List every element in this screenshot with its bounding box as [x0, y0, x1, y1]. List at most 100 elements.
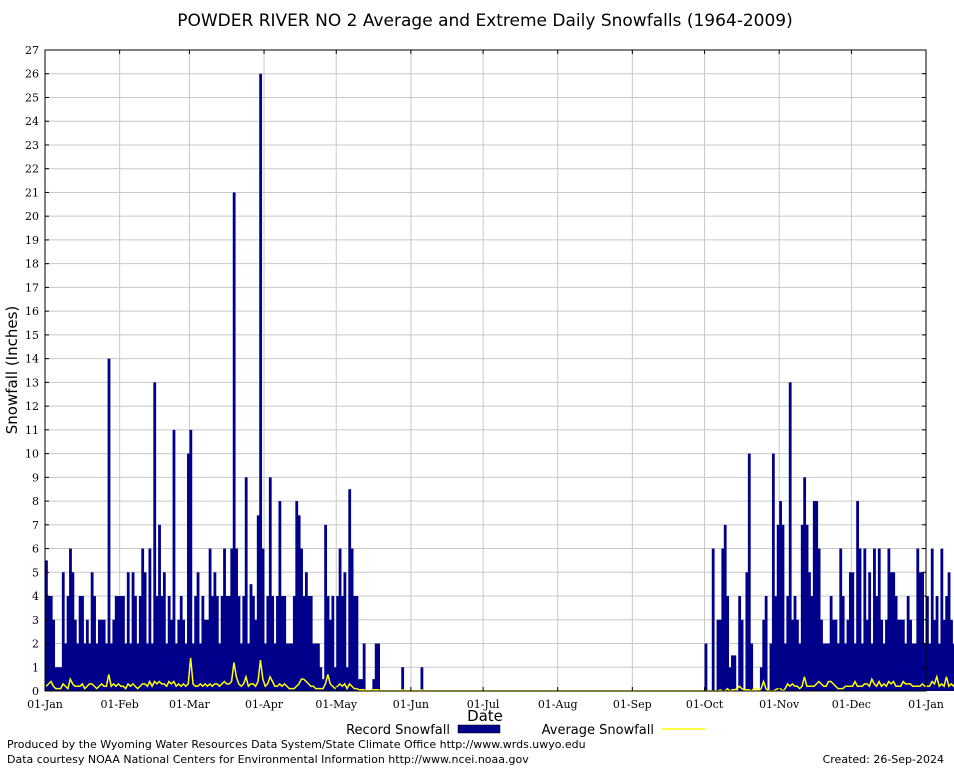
record-snowfall-bar: [102, 619, 106, 691]
record-snowfall-bar: [817, 548, 821, 691]
record-snowfall-bar: [885, 619, 888, 691]
record-snowfall-bar: [776, 524, 780, 691]
y-tick-label: 26: [25, 68, 39, 81]
record-snowfall-bar: [45, 560, 48, 691]
record-snowfall-bar: [167, 596, 171, 691]
record-snowfall-bar: [256, 515, 260, 691]
record-snowfall-bar: [136, 643, 140, 691]
record-snowfall-bar: [836, 643, 840, 691]
y-tick-label: 13: [25, 376, 39, 389]
record-snowfall-bar: [853, 643, 857, 691]
record-snowfall-bar: [786, 596, 790, 691]
y-tick-label: 27: [25, 44, 39, 57]
record-snowfall-bar: [906, 596, 910, 691]
record-snowfall-bar: [355, 596, 359, 691]
record-snowfall-bar: [220, 596, 224, 691]
x-tick-label: 01-Mar: [169, 698, 211, 711]
record-snowfall-bar: [868, 572, 872, 691]
record-snowfall-bar: [174, 643, 178, 691]
grid-lines: [45, 50, 926, 691]
record-snowfall-bar: [278, 501, 282, 691]
y-tick-label: 2: [32, 638, 39, 651]
y-tick-label: 6: [32, 543, 39, 556]
x-tick-label: 01-Jan: [908, 698, 944, 711]
record-snowfall-bar: [721, 548, 725, 691]
record-snowfall-bar: [249, 584, 253, 691]
record-snowfall-bar: [793, 596, 797, 691]
record-snowfall-bar: [947, 572, 951, 691]
record-snowfall-bar: [114, 596, 118, 691]
record-snowfall-bar: [184, 643, 188, 691]
record-snowfall-bar: [904, 643, 908, 691]
record-snowfall-bar: [285, 643, 289, 691]
record-snowfall-bar: [321, 679, 325, 691]
record-snowfall-bar: [762, 619, 766, 691]
record-snowfall-bar: [841, 596, 845, 691]
record-snowfall-bar: [208, 548, 212, 691]
record-snowfall-bar: [348, 489, 352, 691]
y-tick-label: 15: [25, 329, 39, 342]
record-snowfall-bar: [329, 619, 332, 691]
x-tick-label: 01-Aug: [538, 698, 578, 711]
record-snowfall-bar: [292, 596, 296, 691]
y-tick-label: 16: [25, 305, 39, 318]
legend: Record Snowfall Average Snowfall: [346, 723, 706, 738]
record-snowfall-bar: [945, 596, 949, 691]
record-snowfall-bar: [810, 596, 814, 691]
record-snowfall-bar: [148, 548, 152, 691]
record-snowfall-bar: [244, 477, 248, 691]
record-snowfall-bar: [271, 596, 275, 691]
record-snowfall-bar: [718, 619, 722, 691]
record-snowfall-bar: [259, 73, 263, 692]
record-snowfall-bar: [93, 596, 96, 691]
record-snowfall-bar: [844, 643, 847, 691]
record-snowfall-bar: [738, 596, 742, 691]
record-snowfall-bar: [926, 596, 929, 691]
y-tick-label: 14: [25, 353, 39, 366]
record-snowfall-bar: [225, 596, 229, 691]
record-snowfall-bar: [268, 477, 272, 691]
x-tick-label: 01-Oct: [686, 698, 724, 711]
record-snowfall-bars: [45, 73, 954, 692]
record-snowfall-bar: [928, 643, 932, 691]
record-snowfall-bar: [153, 382, 157, 691]
record-snowfall-bar: [203, 619, 207, 691]
record-snowfall-bar: [704, 643, 708, 691]
record-snowfall-bar: [918, 572, 922, 691]
record-snowfall-bar: [160, 596, 164, 691]
record-snowfall-bar: [69, 548, 72, 691]
record-snowfall-bar: [196, 572, 200, 691]
record-snowfall-bar: [252, 596, 255, 691]
y-tick-label: 11: [25, 424, 39, 437]
record-snowfall-bar: [827, 643, 831, 691]
y-tick-label: 3: [32, 614, 39, 627]
record-snowfall-bar: [165, 643, 169, 691]
record-snowfall-bar: [873, 548, 876, 691]
record-snowfall-bar: [324, 524, 328, 691]
legend-average-label: Average Snowfall: [542, 723, 654, 738]
record-snowfall-bar: [726, 596, 730, 691]
record-snowfall-bar: [90, 572, 94, 691]
record-snowfall-bar: [894, 596, 898, 691]
record-snowfall-bar: [880, 619, 884, 691]
x-tick-label: 01-Apr: [245, 698, 284, 711]
y-tick-label: 9: [32, 471, 39, 484]
y-tick-label: 20: [25, 210, 39, 223]
record-snowfall-bar: [848, 572, 852, 691]
record-snowfall-bar: [76, 643, 80, 691]
chart-title: POWDER RIVER NO 2 Average and Extreme Da…: [177, 11, 793, 31]
y-tick-label: 21: [25, 186, 39, 199]
record-snowfall-bar: [131, 572, 135, 691]
record-snowfall-bar: [774, 596, 778, 691]
record-snowfall-bar: [314, 643, 318, 691]
x-axis-ticks: 01-Jan 01-Feb 01-Mar 01-Apr 01-May 01-Jun 01-J…: [27, 50, 944, 711]
record-snowfall-bar: [832, 619, 835, 691]
y-tick-label: 7: [32, 519, 39, 532]
record-snowfall-bar: [97, 619, 101, 691]
record-snowfall-bar: [877, 548, 881, 691]
y-tick-label: 8: [32, 495, 39, 508]
y-tick-label: 18: [25, 258, 39, 271]
record-snowfall-bar: [211, 596, 214, 691]
record-snowfall-bar: [716, 619, 720, 691]
record-snowfall-bar: [901, 619, 905, 691]
